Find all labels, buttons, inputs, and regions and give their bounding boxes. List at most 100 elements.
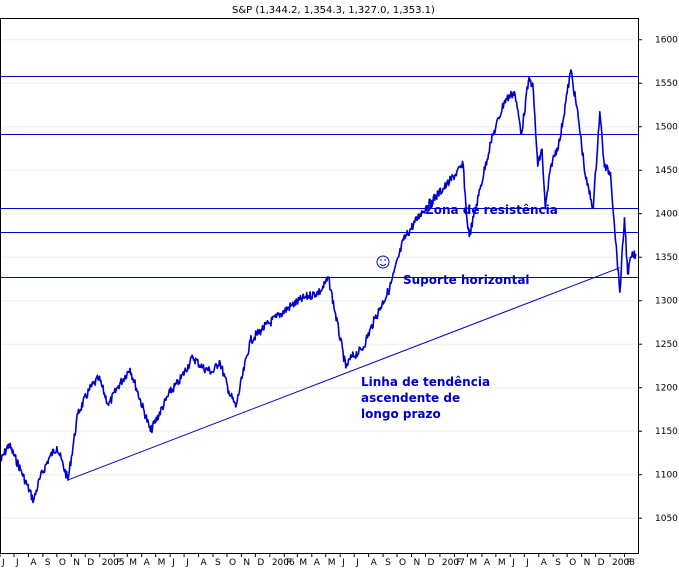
annotation-trendline-line3: longo prazo xyxy=(361,407,441,421)
x-tick-label: 2008 xyxy=(612,558,635,568)
annotation-horizontal-support: Suporte horizontal xyxy=(403,273,530,287)
price-point xyxy=(584,178,587,180)
horizontal-levels xyxy=(0,76,638,278)
price-point xyxy=(275,316,278,319)
price-point xyxy=(550,163,553,166)
y-tick-label: 1600 xyxy=(655,36,678,46)
price-point xyxy=(462,164,465,166)
x-tick-label: A xyxy=(30,558,37,568)
price-point xyxy=(489,141,492,144)
x-tick-label: F xyxy=(626,558,631,568)
price-point xyxy=(634,253,637,256)
price-point xyxy=(558,139,561,142)
y-tick-label: 1400 xyxy=(655,210,678,220)
price-point xyxy=(7,443,10,446)
price-point xyxy=(419,212,422,215)
x-tick-label: 2007 xyxy=(442,558,465,568)
x-tick-label: A xyxy=(371,558,378,568)
price-point xyxy=(97,377,100,380)
price-point xyxy=(402,238,405,241)
price-point xyxy=(149,430,152,433)
y-tick-label: 1350 xyxy=(655,253,678,263)
plot-frame xyxy=(0,18,639,554)
price-point xyxy=(327,277,330,280)
price-point xyxy=(88,388,91,391)
x-tick-label: D xyxy=(257,558,264,568)
x-tick-label: M xyxy=(328,558,336,568)
y-tick-label: 1300 xyxy=(655,297,678,307)
x-tick-label: M xyxy=(498,558,506,568)
price-point xyxy=(513,91,516,93)
x-tick-label: J xyxy=(1,558,5,568)
price-point xyxy=(218,359,221,362)
annotation-trendline-line2: ascendente de xyxy=(361,391,460,405)
price-point xyxy=(344,366,347,369)
x-tick-label: J xyxy=(525,558,529,568)
x-tick-label: A xyxy=(484,558,491,568)
x-tick-label: J xyxy=(185,558,189,568)
x-tick-label: J xyxy=(15,558,19,568)
x-tick-label: J xyxy=(341,558,345,568)
x-tick-label: O xyxy=(59,558,66,568)
price-point xyxy=(618,291,621,293)
price-point xyxy=(129,367,131,370)
x-tick-label: J xyxy=(171,558,175,568)
price-point xyxy=(465,213,468,216)
annotation-trendline-line1: Linha de tendência xyxy=(361,375,490,389)
price-point xyxy=(38,478,41,480)
x-tick-label: A xyxy=(201,558,208,568)
x-tick-label: F xyxy=(286,558,291,568)
price-point xyxy=(388,287,391,290)
trendline xyxy=(67,267,621,481)
price-point xyxy=(468,235,471,238)
x-tick-label: J xyxy=(355,558,359,568)
x-tick-label: O xyxy=(399,558,406,568)
x-tick-label: J xyxy=(511,558,515,568)
y-tick-label: 1550 xyxy=(655,79,678,89)
price-point xyxy=(48,456,51,459)
x-tick-label: N xyxy=(243,558,250,568)
x-tick-label: A xyxy=(144,558,151,568)
x-tick-label: D xyxy=(427,558,434,568)
y-tick-label: 1100 xyxy=(655,471,678,481)
x-tick-label: S xyxy=(45,558,51,568)
x-tick-label: 2005 xyxy=(102,558,125,568)
price-point xyxy=(503,99,506,102)
price-point xyxy=(227,390,230,393)
price-point xyxy=(531,82,534,85)
price-point xyxy=(623,217,626,219)
price-point xyxy=(520,132,523,135)
price-point xyxy=(350,356,353,359)
price-point xyxy=(289,305,292,307)
y-tick-label: 1050 xyxy=(655,514,678,524)
price-point xyxy=(169,391,172,393)
price-point xyxy=(212,371,214,373)
price-series xyxy=(0,69,637,504)
price-point xyxy=(55,445,58,448)
x-tick-label: D xyxy=(87,558,94,568)
y-tick-label: 1150 xyxy=(655,427,678,437)
y-tick-label: 1200 xyxy=(655,384,678,394)
price-point xyxy=(569,69,572,72)
price-point xyxy=(603,165,606,168)
price-point xyxy=(577,117,580,119)
price-point xyxy=(302,297,305,300)
y-gridlines xyxy=(0,39,638,519)
price-point xyxy=(431,199,433,202)
x-tick-label: S xyxy=(555,558,561,568)
chart-title: S&P (1,344.2, 1,354.3, 1,327.0, 1,353.1) xyxy=(232,5,435,16)
x-tick-label: M xyxy=(129,558,137,568)
price-point xyxy=(566,91,569,94)
y-tick-label: 1500 xyxy=(655,123,678,133)
annotation-resistance-zone: Zona de resistência xyxy=(425,203,558,217)
x-tick-label: A xyxy=(541,558,548,568)
price-point xyxy=(32,499,35,502)
x-tick-label: O xyxy=(229,558,236,568)
smiley-icon xyxy=(376,255,390,269)
price-point xyxy=(249,339,252,342)
x-tick-label: S xyxy=(385,558,391,568)
price-point xyxy=(76,412,79,415)
x-tick-label: F xyxy=(456,558,461,568)
y-axis: 1050 1100 1150 1200 1250 1300 1350 1400 1450 1500… xyxy=(638,36,678,524)
price-point xyxy=(598,111,601,113)
